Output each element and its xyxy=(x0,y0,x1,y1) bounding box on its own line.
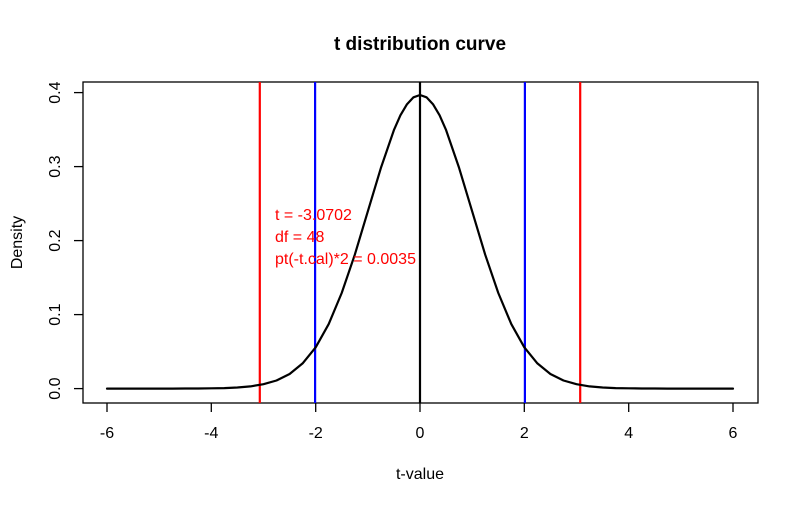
annotation-line-pvalue: pt(-t.cal)*2 = 0.0035 xyxy=(275,251,416,268)
y-tick-label: 0.4 xyxy=(47,81,64,103)
chart-title: t distribution curve xyxy=(334,34,506,55)
annotation-block: t = -3.0702 df = 48 pt(-t.cal)*2 = 0.003… xyxy=(275,207,416,268)
x-tick-label: -2 xyxy=(309,425,323,442)
x-tick-label: 2 xyxy=(520,425,529,442)
y-tick-label: 0.3 xyxy=(47,155,64,177)
annotation-line-t: t = -3.0702 xyxy=(275,207,352,224)
y-tick-label: 0.1 xyxy=(47,303,64,325)
x-tick-label: -4 xyxy=(204,425,218,442)
x-tick-label: 4 xyxy=(624,425,633,442)
y-tick-label: 0.2 xyxy=(47,229,64,251)
annotation-line-df: df = 48 xyxy=(275,229,324,246)
y-axis: 0.0 0.1 0.2 0.3 0.4 xyxy=(47,81,83,400)
x-axis: -6 -4 -2 0 2 4 6 xyxy=(100,403,738,442)
y-axis-label: Density xyxy=(9,216,26,269)
x-tick-label: -6 xyxy=(100,425,114,442)
y-tick-label: 0.0 xyxy=(47,377,64,399)
x-tick-label: 6 xyxy=(729,425,738,442)
x-axis-label: t-value xyxy=(396,466,444,483)
x-tick-label: 0 xyxy=(416,425,425,442)
density-curve xyxy=(105,93,735,390)
